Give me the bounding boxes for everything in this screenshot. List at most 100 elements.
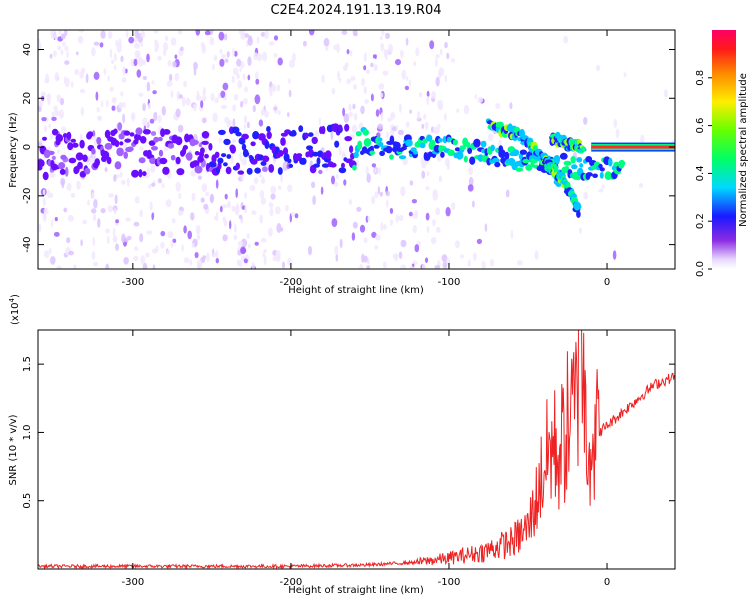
spectrogram-blob xyxy=(494,161,501,168)
spectrogram-speckle xyxy=(99,42,104,48)
spectrogram-blob xyxy=(70,138,77,143)
spectrogram-speckle xyxy=(254,241,259,246)
spectrogram-blob xyxy=(119,141,124,146)
spectrogram-speckle xyxy=(106,235,110,244)
spectrogram-speckle xyxy=(353,32,358,37)
spectrogram-speckle xyxy=(335,253,339,262)
y-tick-label: 1.0 xyxy=(22,424,33,440)
spectrogram-speckle xyxy=(534,250,539,260)
spectrogram-speckle xyxy=(371,231,377,238)
spectrogram-speckle xyxy=(380,92,384,98)
spectrogram-blob xyxy=(613,161,620,167)
spectrogram-blob xyxy=(378,137,383,142)
spectrogram-speckle xyxy=(288,59,295,68)
spectrogram-blob xyxy=(352,164,357,171)
spectrogram-speckle xyxy=(435,76,440,87)
spectrogram-speckle xyxy=(215,250,219,259)
spectrogram-speckle xyxy=(382,224,387,230)
spectrogram-blob xyxy=(77,161,83,169)
x-tick-label: -200 xyxy=(280,277,303,288)
spectrogram-speckle xyxy=(152,264,156,269)
spectrogram-speckle xyxy=(456,108,460,113)
snr-marks xyxy=(38,330,675,569)
spectrogram-speckle xyxy=(612,250,617,260)
spectrogram-blob xyxy=(84,167,91,175)
spectrogram-speckle xyxy=(451,58,455,63)
spectrogram-speckle xyxy=(421,163,427,169)
spectrogram-speckle xyxy=(385,190,390,197)
spectrogram-speckle xyxy=(100,100,104,108)
spectrogram-speckle xyxy=(133,37,138,43)
spectrogram-speckle xyxy=(60,49,64,55)
spectrogram-speckle xyxy=(408,211,413,217)
spectrogram-speckle xyxy=(276,84,281,92)
spectrogram-speckle xyxy=(167,60,172,67)
spectrogram-speckle xyxy=(122,66,126,76)
spectrogram-speckle xyxy=(241,174,244,182)
spectrogram-speckle xyxy=(598,188,604,193)
spectrogram-speckle xyxy=(209,36,215,46)
spectrogram-speckle xyxy=(85,73,89,84)
spectrogram-blob xyxy=(51,128,59,136)
spectrogram-speckle xyxy=(251,262,255,269)
spectrogram-speckle xyxy=(405,37,409,46)
spectrogram-speckle xyxy=(468,166,474,176)
spectrogram-blob xyxy=(223,138,231,146)
spectrogram-speckle xyxy=(351,232,356,241)
spectrogram-blob xyxy=(334,140,340,148)
spectrogram-speckle xyxy=(398,215,404,222)
spectrogram-speckle xyxy=(58,30,62,35)
spectrogram-blob xyxy=(218,129,226,135)
spectrogram-speckle xyxy=(114,194,118,205)
spectrogram-speckle xyxy=(356,206,362,212)
spectrogram-speckle xyxy=(261,176,265,184)
spectrogram-speckle xyxy=(246,121,250,129)
spectrogram-blob xyxy=(142,129,151,135)
spectrogram-blob xyxy=(555,156,560,165)
snr-x-label: Height of straight line (km) xyxy=(288,585,424,596)
spectrogram-speckle xyxy=(425,212,430,221)
spectrogram-blob xyxy=(47,150,55,156)
spectrogram-speckle xyxy=(221,104,227,110)
spectrogram-speckle xyxy=(70,193,76,198)
spectrogram-speckle xyxy=(170,90,174,98)
spectrogram-speckle xyxy=(441,254,448,263)
spectrogram-speckle xyxy=(91,208,97,214)
spectrogram-speckle xyxy=(123,257,129,265)
spectrogram-speckle xyxy=(334,181,339,187)
spectrogram-speckle xyxy=(103,68,107,76)
spectrogram-speckle xyxy=(104,167,108,173)
spectrogram-speckle xyxy=(385,32,390,39)
spectrogram-speckle xyxy=(489,258,495,267)
spectrogram-speckle xyxy=(432,218,436,227)
spectrogram-speckle xyxy=(438,176,443,182)
spectrogram-blob xyxy=(563,160,572,166)
spectrogram-speckle xyxy=(337,70,340,81)
spectrogram-speckle xyxy=(135,53,141,61)
spectrogram-speckle xyxy=(198,142,203,148)
colorbar-label: Normalized spectral amplitude xyxy=(738,73,749,227)
spectrogram-speckle xyxy=(277,57,283,66)
spectrogram-blob xyxy=(599,167,605,172)
spectrogram-speckle xyxy=(382,70,389,76)
spectrogram-speckle xyxy=(151,80,155,85)
spectrogram-blob xyxy=(149,157,157,165)
spectrogram-speckle xyxy=(425,186,430,191)
spectrogram-speckle xyxy=(331,87,336,95)
spectrogram-blob xyxy=(124,138,132,143)
spectrogram-speckle xyxy=(91,251,96,260)
spectrogram-speckle xyxy=(271,84,277,93)
x-tick-label: -300 xyxy=(121,277,144,288)
spectrogram-speckle xyxy=(472,200,475,208)
spectrogram-speckle xyxy=(273,53,278,58)
spectrogram-speckle xyxy=(256,36,260,44)
spectrogram-speckle xyxy=(436,226,441,233)
spectrogram-speckle xyxy=(243,124,247,129)
spectrogram-frame xyxy=(37,29,676,270)
spectrogram-speckle xyxy=(236,203,240,211)
spectrogram-speckle xyxy=(183,257,190,264)
spectrogram-speckle xyxy=(363,52,367,63)
y-tick-label: 40 xyxy=(22,43,33,56)
spectrogram-speckle xyxy=(426,90,430,98)
spectrogram-speckle xyxy=(54,217,58,222)
